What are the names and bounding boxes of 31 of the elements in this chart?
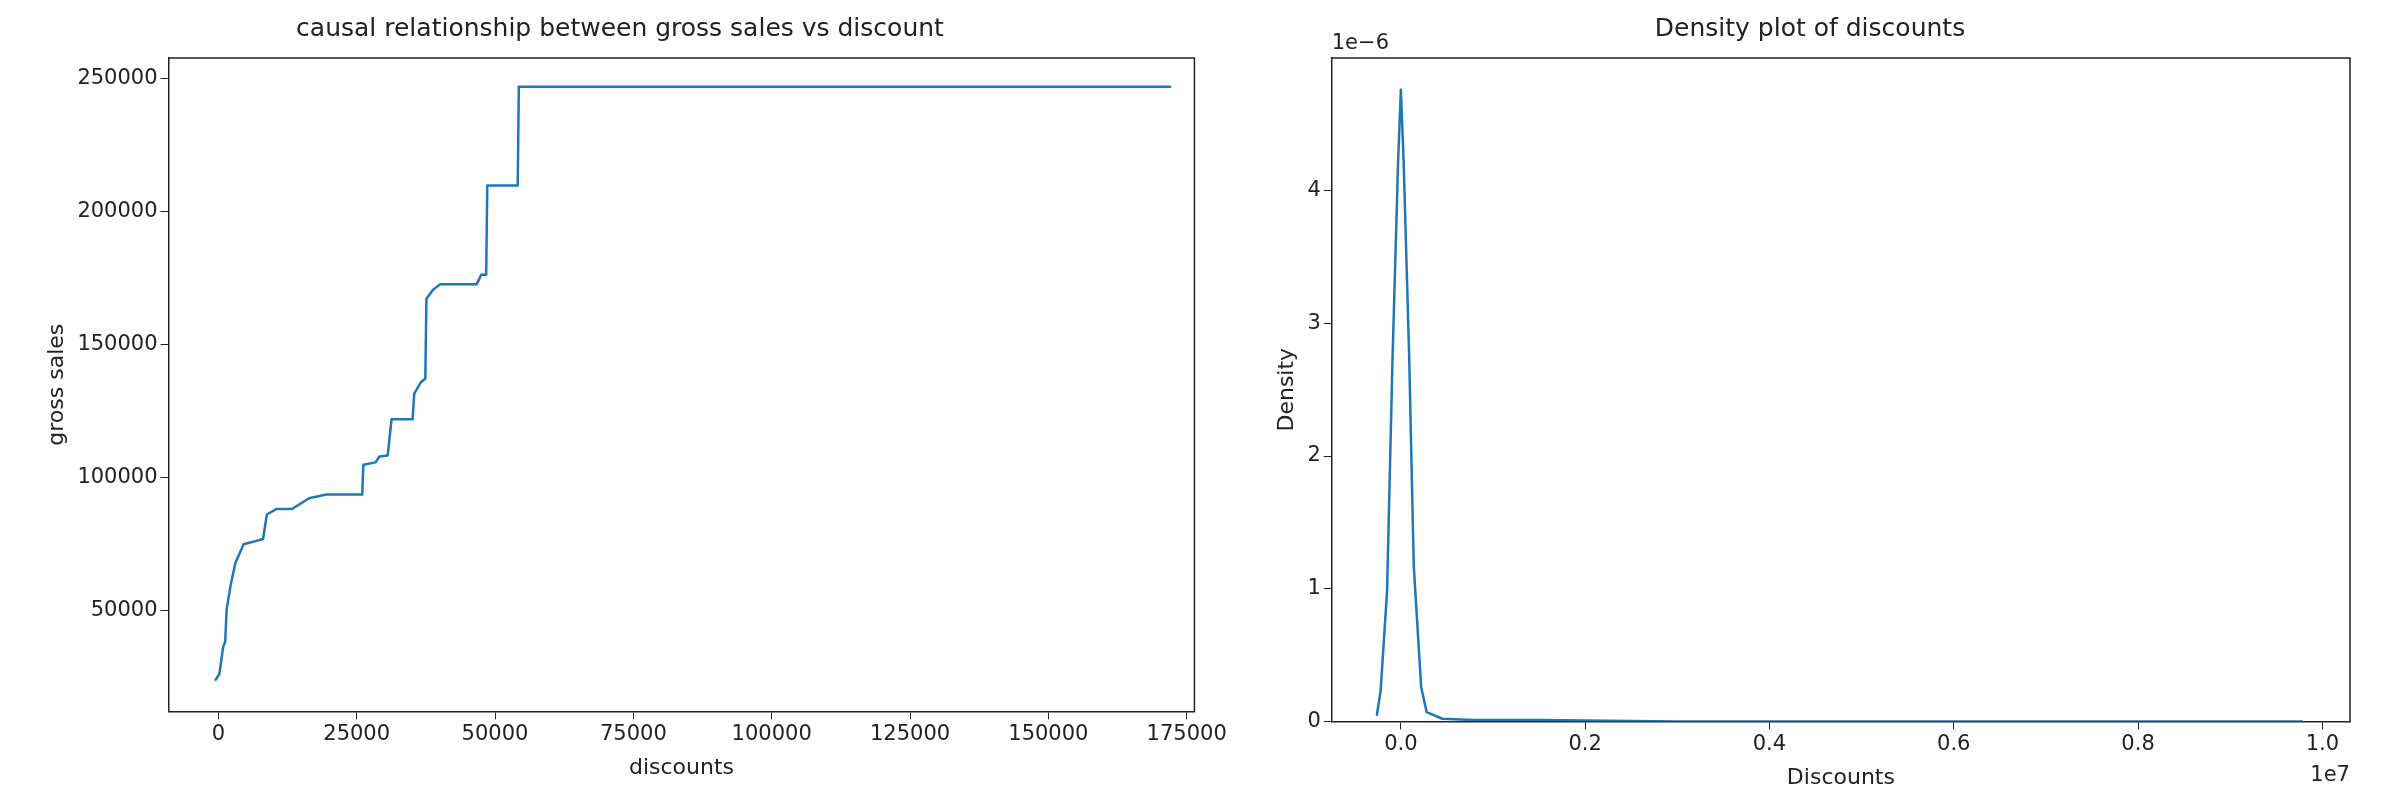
x-tick-label: 0.4 xyxy=(1752,731,1787,756)
x-tick-label: 100000 xyxy=(731,721,812,746)
x-tick-label: 0.6 xyxy=(1937,731,1971,756)
y-tick-label: 100000 xyxy=(77,464,158,489)
x-axis-title: Discounts xyxy=(1786,763,1895,789)
x-tick-label: 175000 xyxy=(1146,721,1227,746)
x-tick-label: 125000 xyxy=(869,721,951,746)
y-tick-label: 2 xyxy=(1307,442,1321,467)
x-tick-label: 1.0 xyxy=(2305,731,2340,756)
y-axis-title: gross sales xyxy=(42,323,68,446)
y-tick-label: 1 xyxy=(1307,575,1321,600)
y-tick-label: 4 xyxy=(1307,177,1321,202)
x-tick-label: 0.2 xyxy=(1568,731,1602,756)
x-tick-label: 25000 xyxy=(323,721,391,746)
y-tick-label: 200000 xyxy=(77,198,158,223)
x-axis-title: discounts xyxy=(628,753,735,779)
chart-title: Density plot of discounts xyxy=(1654,12,1966,42)
x-tick-label: 150000 xyxy=(1008,721,1089,746)
x-tick-label: 0.0 xyxy=(1384,731,1418,756)
y-tick-label: 50000 xyxy=(90,597,158,622)
text: 1e−6 xyxy=(1331,29,1390,54)
y-axis-title: Density xyxy=(1272,347,1298,432)
chart-title: causal relationship between gross sales vs discount xyxy=(296,12,945,42)
y-tick-label: 250000 xyxy=(77,65,158,90)
x-tick-label: 75000 xyxy=(599,721,667,746)
x-tick-label: 0.8 xyxy=(2121,731,2155,756)
y-tick-label: 3 xyxy=(1307,309,1321,334)
x-tick-label: 50000 xyxy=(461,721,529,746)
y-tick-label: 150000 xyxy=(77,331,158,356)
x-tick-label: 0 xyxy=(211,721,226,746)
text: 1e7 xyxy=(2310,762,2350,787)
